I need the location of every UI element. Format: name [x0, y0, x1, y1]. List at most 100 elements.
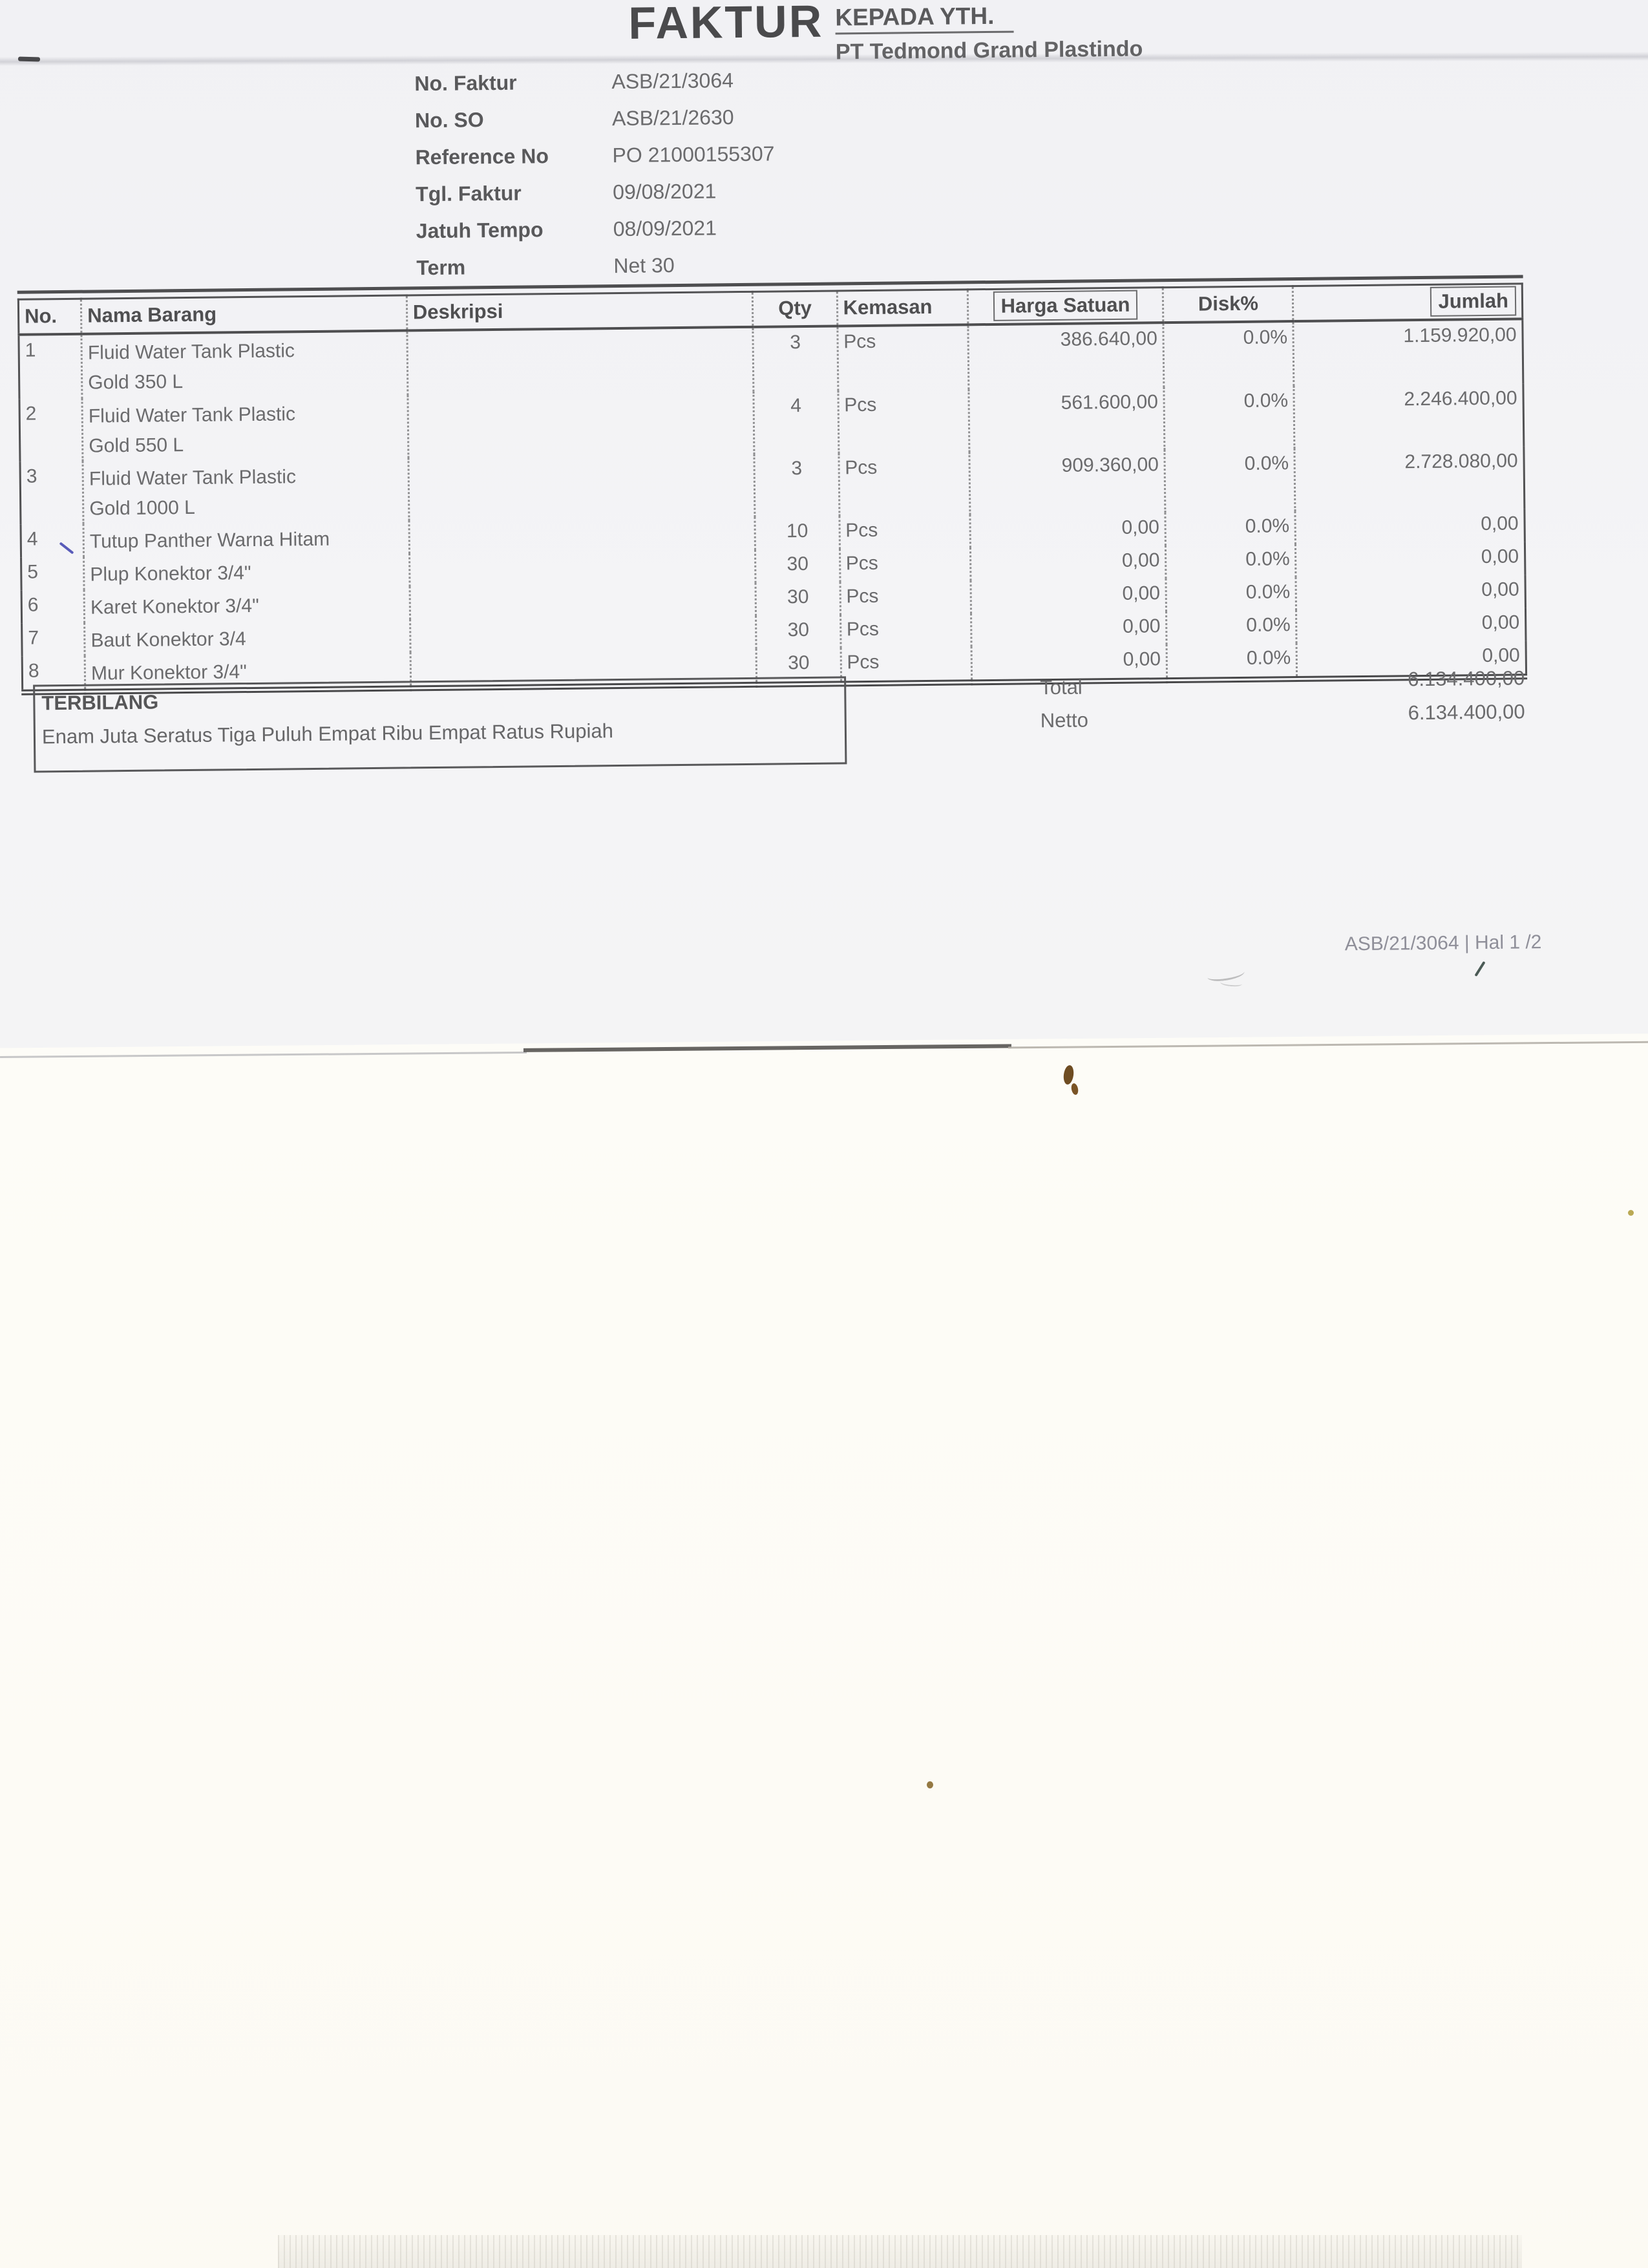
cell-qty: 4 [754, 390, 839, 454]
cell-name: Fluid Water Tank Plastic Gold 1000 L [83, 457, 409, 524]
recipient-name: PT Tedmond Grand Plastindo [835, 36, 1143, 65]
cell-amount: 2.728.080,00 [1294, 445, 1525, 511]
cell-name: Baut Konektor 3/4 [84, 619, 410, 656]
recipient-block: KEPADA YTH. PT Tedmond Grand Plastindo [835, 1, 1143, 65]
cell-name: Tutup Panther Warna Hitam [83, 520, 410, 557]
cell-unit: Pcs [840, 580, 971, 615]
cell-desc [408, 516, 755, 553]
cell-disc: 0.0% [1166, 577, 1296, 611]
cell-disc: 0.0% [1164, 385, 1295, 450]
cell-desc [409, 549, 756, 586]
cell-no: 7 [28, 626, 39, 649]
cell-disc: 0.0% [1166, 609, 1297, 644]
info-row-no-so: No. SO ASB/21/2630 [415, 105, 774, 145]
cell-amount: 0,00 [1295, 508, 1525, 544]
info-label: Reference No [415, 144, 549, 169]
dirt-speck [927, 1781, 933, 1788]
info-value: ASB/21/3064 [611, 69, 734, 94]
recipient-label: KEPADA YTH. [835, 2, 1014, 35]
cell-price: 909.360,00 [969, 449, 1166, 514]
cell-price: 386.640,00 [967, 322, 1165, 389]
cell-qty: 30 [755, 614, 841, 649]
cell-name: Plup Konektor 3/4" [83, 553, 410, 590]
col-header-no: No. [18, 299, 82, 335]
cell-amount: 0,00 [1296, 574, 1526, 610]
total-value: 6.134.400,00 [1407, 666, 1525, 691]
col-header-qty: Qty [752, 290, 838, 327]
terbilang-box: TERBILANG Enam Juta Seratus Tiga Puluh E… [33, 676, 847, 773]
info-row-tgl-faktur: Tgl. Faktur 09/08/2021 [416, 178, 775, 219]
cell-desc [407, 391, 755, 458]
total-label: Total [1040, 675, 1083, 699]
cell-disc: 0.0% [1165, 511, 1296, 546]
cell-amount: 0,00 [1295, 541, 1525, 577]
invoice-document: FAKTUR KEPADA YTH. PT Tedmond Grand Plas… [0, 0, 1648, 1099]
cell-amount: 1.159.920,00 [1293, 318, 1523, 386]
items-table-wrap: No. Nama Barang Deskripsi Qty Kemasan Ha… [17, 275, 1528, 695]
cell-no: 4 [26, 527, 38, 550]
info-value: 09/08/2021 [612, 179, 717, 204]
cell-no: 6 [27, 593, 39, 616]
cell-name: Fluid Water Tank Plastic Gold 350 L [81, 330, 408, 399]
info-row-reference-no: Reference No PO 21000155307 [415, 142, 774, 182]
col-header-nama-barang: Nama Barang [81, 295, 407, 334]
cell-qty: 3 [754, 452, 840, 517]
cell-price: 561.600,00 [968, 387, 1165, 452]
cell-unit: Pcs [838, 388, 969, 453]
cell-no: 2 [25, 402, 37, 425]
cell-price: 0,00 [969, 512, 1166, 547]
col-header-jumlah-label: Jumlah [1430, 286, 1517, 317]
cell-qty: 10 [755, 515, 840, 550]
col-header-jumlah: Jumlah [1293, 283, 1523, 321]
info-row-jatuh-tempo: Jatuh Tempo 08/09/2021 [416, 215, 776, 256]
info-value: PO 21000155307 [612, 142, 775, 167]
backing-sheet [0, 1033, 1648, 2268]
cell-disc: 0.0% [1165, 448, 1296, 513]
col-header-kemasan: Kemasan [836, 289, 968, 326]
cell-unit: Pcs [840, 613, 971, 648]
cell-unit: Pcs [839, 514, 971, 549]
cell-name: Karet Konektor 3/4" [84, 586, 410, 623]
cell-desc [410, 615, 757, 652]
info-value: Net 30 [613, 253, 675, 278]
netto-label: Netto [1040, 708, 1089, 732]
cell-price: 0,00 [971, 611, 1167, 646]
cell-no: 3 [26, 465, 37, 487]
info-label: Jatuh Tempo [416, 218, 544, 243]
cell-unit: Pcs [837, 324, 969, 390]
dirt-speck [1628, 1210, 1634, 1216]
cell-desc [409, 582, 756, 619]
col-header-deskripsi: Deskripsi [407, 291, 754, 330]
info-row-no-faktur: No. Faktur ASB/21/3064 [414, 68, 774, 109]
cell-amount: 0,00 [1296, 607, 1527, 643]
netto-value: 6.134.400,00 [1408, 700, 1525, 725]
cell-desc [407, 326, 754, 395]
page-title: FAKTUR [628, 0, 824, 48]
cell-disc: 0.0% [1167, 642, 1298, 681]
invoice-info-block: No. Faktur ASB/21/3064 No. SO ASB/21/263… [414, 68, 776, 293]
scanner-streak-band [278, 2235, 1522, 2268]
cell-unit: Pcs [838, 451, 970, 516]
cell-no: 1 [25, 339, 36, 361]
info-label: No. Faktur [414, 70, 517, 96]
info-label: Tgl. Faktur [415, 181, 522, 206]
cell-price: 0,00 [970, 545, 1167, 580]
info-value: ASB/21/2630 [611, 105, 734, 131]
cell-unit: Pcs [840, 547, 971, 582]
cell-disc: 0.0% [1163, 321, 1294, 387]
cell-desc [408, 454, 755, 520]
cell-price: 0,00 [970, 578, 1167, 613]
col-header-harga-satuan: Harga Satuan [967, 287, 1164, 324]
info-value: 08/09/2021 [613, 216, 717, 241]
col-header-harga-satuan-label: Harga Satuan [993, 290, 1138, 322]
cell-qty: 3 [753, 325, 838, 392]
info-label: Term [416, 255, 466, 280]
page-footer: ASB/21/3064 | Hal 1 /2 [1344, 931, 1542, 955]
terbilang-label: TERBILANG [41, 690, 159, 715]
info-label: No. SO [414, 108, 484, 132]
col-header-disk: Disk% [1163, 286, 1294, 323]
cell-unit: Pcs [840, 646, 972, 684]
cell-no: 5 [27, 560, 39, 583]
items-table: No. Nama Barang Deskripsi Qty Kemasan Ha… [17, 282, 1528, 695]
